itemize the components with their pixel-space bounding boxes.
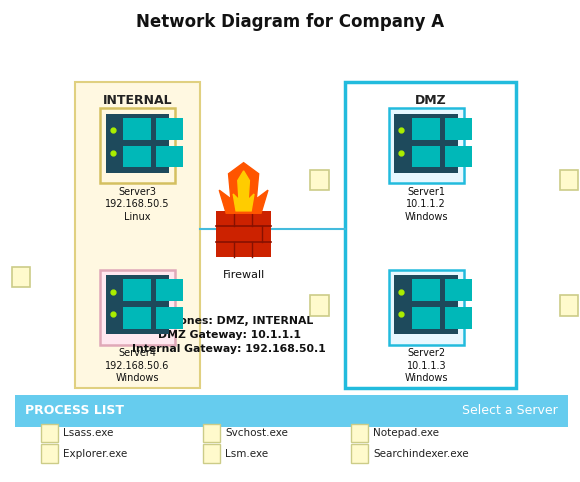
FancyBboxPatch shape: [156, 118, 183, 140]
FancyBboxPatch shape: [75, 82, 200, 388]
FancyBboxPatch shape: [124, 146, 151, 167]
Text: Lsm.exe: Lsm.exe: [225, 449, 268, 458]
Text: PROCESS LIST: PROCESS LIST: [25, 404, 124, 417]
Text: Notepad.exe: Notepad.exe: [373, 428, 439, 438]
Text: Searchindexer.exe: Searchindexer.exe: [373, 449, 469, 458]
FancyBboxPatch shape: [156, 146, 183, 167]
Text: INTERNAL: INTERNAL: [103, 94, 173, 107]
FancyBboxPatch shape: [394, 275, 458, 334]
Text: Firewall: Firewall: [223, 270, 264, 280]
FancyBboxPatch shape: [389, 108, 464, 183]
FancyBboxPatch shape: [106, 275, 169, 334]
FancyBboxPatch shape: [14, 395, 568, 427]
FancyBboxPatch shape: [203, 424, 220, 442]
FancyBboxPatch shape: [310, 295, 329, 316]
Text: Explorer.exe: Explorer.exe: [63, 449, 127, 458]
Text: Select a Server: Select a Server: [462, 404, 558, 417]
Text: Svchost.exe: Svchost.exe: [225, 428, 288, 438]
FancyBboxPatch shape: [412, 118, 440, 140]
Text: Server3
192.168.50.5
Linux: Server3 192.168.50.5 Linux: [105, 187, 170, 222]
FancyBboxPatch shape: [156, 280, 183, 301]
Polygon shape: [219, 163, 268, 213]
FancyBboxPatch shape: [412, 146, 440, 167]
FancyBboxPatch shape: [41, 424, 58, 442]
FancyBboxPatch shape: [445, 118, 472, 140]
FancyBboxPatch shape: [41, 444, 58, 463]
Text: Lsass.exe: Lsass.exe: [63, 428, 113, 438]
FancyBboxPatch shape: [106, 114, 169, 173]
FancyBboxPatch shape: [310, 170, 329, 190]
FancyBboxPatch shape: [560, 295, 578, 316]
FancyBboxPatch shape: [412, 280, 440, 301]
FancyBboxPatch shape: [124, 118, 151, 140]
FancyBboxPatch shape: [394, 114, 458, 173]
FancyBboxPatch shape: [445, 146, 472, 167]
FancyBboxPatch shape: [100, 108, 175, 183]
Text: DMZ: DMZ: [415, 94, 447, 107]
FancyBboxPatch shape: [445, 307, 472, 329]
FancyBboxPatch shape: [389, 270, 464, 345]
FancyBboxPatch shape: [345, 82, 516, 388]
FancyBboxPatch shape: [100, 270, 175, 345]
Text: Server2
10.1.1.3
Windows: Server2 10.1.1.3 Windows: [405, 348, 448, 383]
FancyBboxPatch shape: [203, 444, 220, 463]
FancyBboxPatch shape: [156, 307, 183, 329]
FancyBboxPatch shape: [560, 170, 578, 190]
FancyBboxPatch shape: [445, 280, 472, 301]
FancyBboxPatch shape: [412, 307, 440, 329]
FancyBboxPatch shape: [351, 424, 368, 442]
FancyBboxPatch shape: [216, 211, 271, 256]
FancyBboxPatch shape: [12, 267, 30, 287]
Text: Network Diagram for Company A: Network Diagram for Company A: [136, 13, 444, 31]
FancyBboxPatch shape: [351, 444, 368, 463]
Polygon shape: [233, 171, 254, 211]
FancyBboxPatch shape: [124, 280, 151, 301]
Text: Server4
192.168.50.6
Windows: Server4 192.168.50.6 Windows: [106, 348, 169, 383]
FancyBboxPatch shape: [124, 307, 151, 329]
Text: Server1
10.1.1.2
Windows: Server1 10.1.1.2 Windows: [405, 187, 448, 222]
Text: Two Zones: DMZ, INTERNAL
DMZ Gateway: 10.1.1.1
Internal Gateway: 192.168.50.1: Two Zones: DMZ, INTERNAL DMZ Gateway: 10…: [132, 316, 326, 354]
